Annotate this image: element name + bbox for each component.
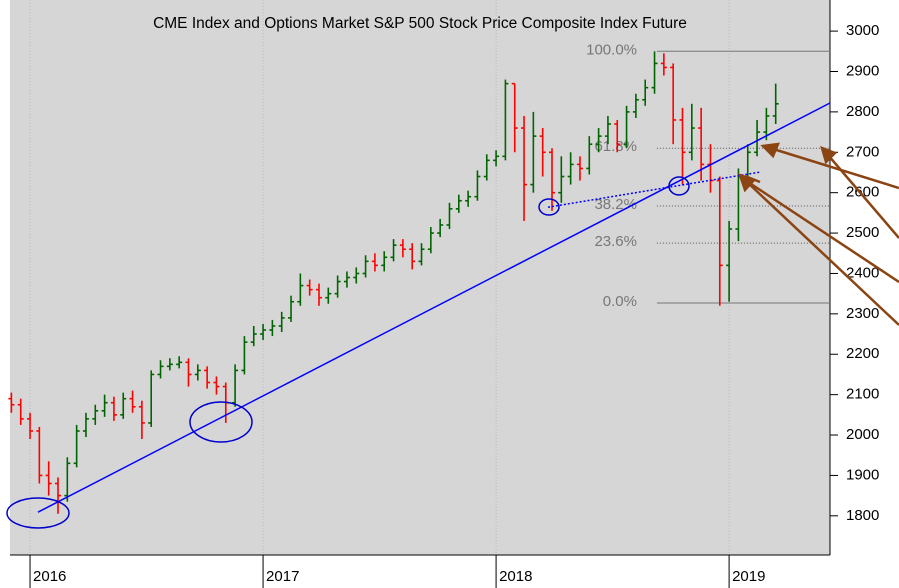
y-tick-label: 3000 [846,22,879,39]
x-tick-label: 2019 [732,568,765,585]
fib-label: 23.6% [594,233,637,250]
trendline [37,102,831,513]
y-tick-label: 1800 [846,507,879,524]
arrow [741,176,899,284]
x-tick-label: 2016 [33,568,66,585]
ellipse [6,497,70,529]
fib-label: 100.0% [586,41,637,58]
plot-layer: 1800 1900 2000 2100 2200 2300 2400 2500 2600 2700… [8,0,879,588]
y-tick-label: 2600 [846,184,879,201]
fib-label: 61.8% [594,138,637,155]
chart-title: CME Index and Options Market S&P 500 Sto… [153,15,687,32]
y-tick-label: 2900 [846,62,879,79]
y-tick-label: 1900 [846,466,879,483]
arrow [744,174,761,184]
y-tick-label: 2400 [846,264,879,281]
arrow [827,154,899,239]
highlight-ellipses [6,176,690,529]
y-tick-label: 2200 [846,345,879,362]
arrow [769,146,899,190]
y-tick-label: 2000 [846,426,879,443]
x-tick-label: 2018 [499,568,532,585]
y-tick-label: 2100 [846,386,879,403]
plot-area [10,0,830,555]
arrow [746,181,899,326]
arrow-head [760,142,780,159]
ellipse [668,176,690,196]
ellipse [538,198,560,216]
x-tick-label: 2017 [266,568,299,585]
y-tick-label: 2700 [846,143,879,160]
y-tick-label: 2300 [846,305,879,322]
y-tick-label: 2500 [846,224,879,241]
y-tick-label: 2800 [846,103,879,120]
ellipse [189,401,253,443]
fib-label: 0.0% [603,293,637,310]
arrows [738,142,899,326]
arrow-head [820,145,838,165]
